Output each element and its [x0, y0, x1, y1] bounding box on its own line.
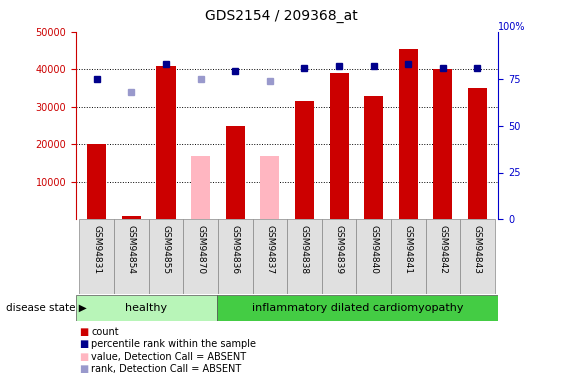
Text: percentile rank within the sample: percentile rank within the sample	[91, 339, 256, 349]
Bar	[191, 156, 210, 219]
Bar	[460, 219, 495, 294]
Text: ■: ■	[79, 352, 88, 362]
Text: disease state ▶: disease state ▶	[6, 303, 86, 313]
Bar	[114, 219, 149, 294]
Bar	[287, 219, 321, 294]
Text: GSM94839: GSM94839	[334, 225, 343, 274]
Text: healthy: healthy	[126, 303, 167, 313]
Text: GSM94831: GSM94831	[92, 225, 101, 274]
Bar	[356, 219, 391, 294]
Text: ■: ■	[79, 327, 88, 337]
Text: GSM94842: GSM94842	[439, 225, 448, 274]
Text: ■: ■	[79, 364, 88, 374]
Text: inflammatory dilated cardiomyopathy: inflammatory dilated cardiomyopathy	[252, 303, 463, 313]
Bar	[399, 49, 418, 219]
Bar	[149, 219, 184, 294]
Bar	[260, 156, 279, 219]
Bar	[218, 219, 253, 294]
Bar	[321, 219, 356, 294]
Text: rank, Detection Call = ABSENT: rank, Detection Call = ABSENT	[91, 364, 242, 374]
Bar	[217, 295, 498, 321]
Bar	[226, 126, 245, 219]
Bar	[76, 295, 217, 321]
Text: GSM94843: GSM94843	[473, 225, 482, 274]
Bar	[253, 219, 287, 294]
Bar	[184, 219, 218, 294]
Bar	[295, 101, 314, 219]
Bar	[434, 69, 453, 219]
Bar	[329, 73, 348, 219]
Text: value, Detection Call = ABSENT: value, Detection Call = ABSENT	[91, 352, 247, 362]
Bar	[122, 216, 141, 219]
Text: GSM94840: GSM94840	[369, 225, 378, 274]
Bar	[426, 219, 460, 294]
Bar	[468, 88, 487, 219]
Text: count: count	[91, 327, 119, 337]
Bar	[87, 144, 106, 219]
Text: GSM94837: GSM94837	[265, 225, 274, 274]
Bar	[364, 96, 383, 219]
Text: GSM94855: GSM94855	[162, 225, 171, 274]
Bar	[391, 219, 426, 294]
Text: GSM94838: GSM94838	[300, 225, 309, 274]
Bar	[157, 66, 176, 219]
Text: GSM94870: GSM94870	[196, 225, 205, 274]
Text: GSM94841: GSM94841	[404, 225, 413, 274]
Text: ■: ■	[79, 339, 88, 349]
Text: GSM94854: GSM94854	[127, 225, 136, 274]
Text: GDS2154 / 209368_at: GDS2154 / 209368_at	[205, 9, 358, 23]
Bar	[79, 219, 114, 294]
Text: 100%: 100%	[498, 22, 526, 32]
Text: GSM94836: GSM94836	[231, 225, 240, 274]
